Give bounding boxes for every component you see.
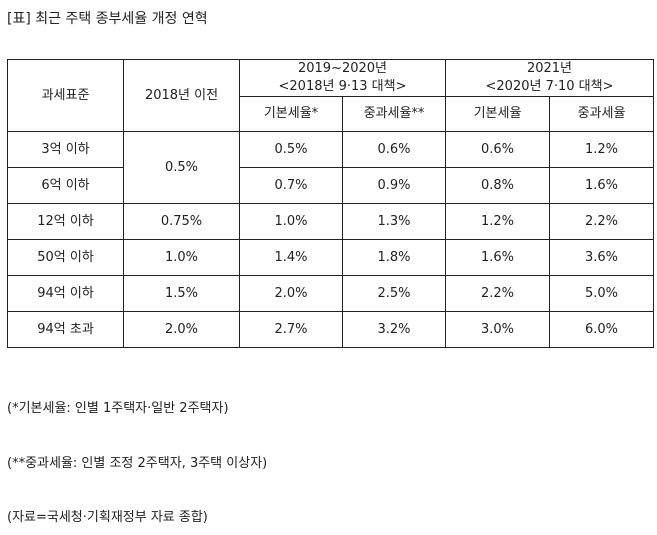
header-period-2021-year: 2021년 [526,61,573,76]
cell-basic-2021: 1.6% [445,239,550,276]
cell-basic-2021: 3.0% [445,311,550,348]
header-basic-rate-2019: 기본세율* [239,96,343,132]
cell-basic-2021: 1.2% [445,203,550,240]
table-subheader-row: 기본세율* 중과세율** 기본세율 중과세율 [8,96,654,132]
header-period-2019-2020-year: 2019~2020년 [297,61,388,76]
cell-heavy-2019: 0.6% [342,131,446,168]
cell-heavy-2021: 2.2% [549,203,654,240]
table-row: 50억 이하 1.0% 1.4% 1.8% 1.6% 3.6% [7,239,654,276]
cell-heavy-2021: 1.2% [549,131,654,168]
cell-heavy-2019: 1.8% [342,239,446,276]
cell-basic-2021: 0.6% [445,131,550,168]
cell-before-2018: 1.5% [123,275,240,312]
header-period-2021-policy: <2020년 7·10 대책> [485,79,614,94]
cell-basic-2021: 0.8% [445,167,550,204]
cell-before-2018: 2.0% [123,311,240,348]
cell-heavy-2021: 6.0% [549,311,654,348]
table-row: 12억 이하 0.75% 1.0% 1.3% 1.2% 2.2% [7,203,654,240]
header-basic-rate-2021: 기본세율 [445,96,550,132]
header-before-2018: 2018년 이전 [123,59,240,132]
header-heavy-rate-2021: 중과세율 [549,96,654,132]
cell-before-2018: 1.0% [123,239,240,276]
cell-tax-base: 12억 이하 [7,203,124,240]
cell-tax-base: 6억 이하 [7,167,124,204]
cell-tax-base: 94억 이하 [7,275,124,312]
header-period-2021: 2021년 <2020년 7·10 대책> [445,59,654,97]
note-source: (자료=국세청·기획재정부 자료 종합) [7,510,208,525]
cell-basic-2019: 1.4% [239,239,343,276]
table-row: 6억 이하 0.7% 0.9% 0.8% 1.6% [7,167,654,204]
cell-heavy-2021: 1.6% [549,167,654,204]
cell-heavy-2019: 3.2% [342,311,446,348]
cell-basic-2019: 1.0% [239,203,343,240]
cell-heavy-2019: 2.5% [342,275,446,312]
cell-tax-base: 50억 이하 [7,239,124,276]
header-period-2019-2020-policy: <2018년 9·13 대책> [278,79,407,94]
header-tax-base: 과세표준 [7,59,124,132]
cell-heavy-2021: 5.0% [549,275,654,312]
cell-heavy-2021: 3.6% [549,239,654,276]
cell-before-2018: 0.5% [123,131,240,204]
header-heavy-rate-2019: 중과세율** [342,96,446,132]
cell-tax-base: 94억 초과 [7,311,124,348]
table-row: 3억 이하 0.5% 0.5% 0.6% 0.6% 1.2% [7,131,654,204]
cell-tax-base: 3억 이하 [7,131,124,168]
cell-before-2018: 0.75% [123,203,240,240]
cell-basic-2019: 2.0% [239,275,343,312]
note-basic-rate: (*기본세율: 인별 1주택자·일반 2주택자) [7,401,229,416]
cell-heavy-2019: 0.9% [342,167,446,204]
header-period-2019-2020: 2019~2020년 <2018년 9·13 대책> [239,59,446,97]
cell-basic-2021: 2.2% [445,275,550,312]
cell-basic-2019: 2.7% [239,311,343,348]
cell-basic-2019: 0.7% [239,167,343,204]
table-row: 94억 이하 1.5% 2.0% 2.5% 2.2% 5.0% [7,275,654,312]
cell-basic-2019: 0.5% [239,131,343,168]
table-row: 94억 초과 2.0% 2.7% 3.2% 3.0% 6.0% [7,311,654,348]
tax-rate-table: 과세표준 2018년 이전 2019~2020년 <2018년 9·13 대책>… [7,59,654,348]
page-title: [표] 최근 주택 종부세율 개정 연혁 [7,11,208,27]
cell-heavy-2019: 1.3% [342,203,446,240]
note-heavy-rate: (**중과세율: 인별 조정 2주택자, 3주택 이상자) [7,456,268,471]
table-header-row: 과세표준 2018년 이전 2019~2020년 <2018년 9·13 대책>… [7,59,654,132]
